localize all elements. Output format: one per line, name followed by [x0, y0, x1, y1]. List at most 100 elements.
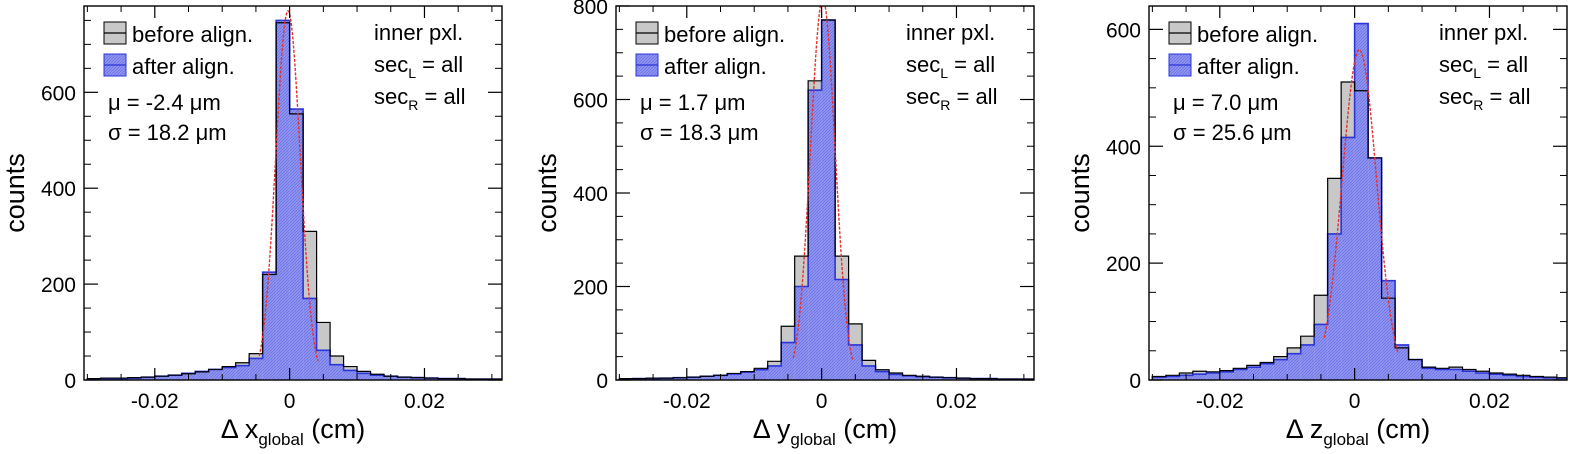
- x-tick-label: -0.02: [131, 390, 179, 413]
- bar-after: [700, 376, 714, 380]
- x-axis-label-unit: (cm): [304, 414, 365, 444]
- stat-mu: μ = -2.4 μm: [108, 90, 221, 115]
- bar-after: [1246, 367, 1261, 380]
- info-sec-right: secR = all: [1439, 84, 1530, 113]
- stat-sigma: σ = 18.3 μm: [640, 120, 759, 145]
- x-axis-label-main: Δ x: [221, 414, 259, 444]
- legend-label-after: after align.: [664, 54, 767, 79]
- plot-frame: [1148, 5, 1568, 381]
- x-tick-label: 0.02: [1469, 390, 1510, 413]
- y-tick-label: 600: [573, 90, 608, 113]
- info-sec-left: secL = all: [1439, 52, 1528, 81]
- x-axis-label-sub: global: [790, 430, 835, 449]
- info-sec-right-rest: = all: [950, 84, 997, 109]
- bar-after: [1381, 280, 1396, 380]
- x-axis-label: Δ zglobal (cm): [1286, 414, 1430, 449]
- info-sec-left-sub: L: [940, 65, 948, 81]
- bar-after: [942, 377, 957, 380]
- bar-after: [154, 376, 169, 380]
- bar-after: [808, 90, 822, 380]
- info-detector: inner pxl.: [906, 20, 995, 45]
- bar-after: [370, 375, 385, 380]
- bar-after: [262, 272, 277, 380]
- info-sec-right-rest: = all: [418, 84, 465, 109]
- plot-frame: [83, 5, 503, 381]
- legend-label-before: before align.: [1197, 22, 1318, 47]
- legend: before align. after align.: [635, 21, 785, 79]
- bar-after: [754, 369, 768, 380]
- stat-sigma: σ = 18.2 μm: [108, 120, 227, 145]
- bar-after: [289, 109, 304, 380]
- y-tick-label: 400: [41, 178, 76, 201]
- bar-after: [821, 20, 836, 380]
- info-sec-left-sub: L: [1473, 65, 1481, 81]
- x-tick-label: 0: [1349, 390, 1361, 413]
- bar-after: [727, 373, 741, 380]
- bar-after: [1165, 376, 1180, 380]
- bar-after: [208, 369, 223, 380]
- y-tick-label: 0: [1129, 370, 1141, 393]
- bar-after: [835, 279, 849, 380]
- y-tick-label: 600: [1106, 19, 1141, 42]
- bar-after: [889, 374, 903, 380]
- y-axis-label: counts: [0, 153, 30, 233]
- legend: before align. after align.: [103, 21, 253, 79]
- bar-after: [1354, 23, 1369, 380]
- bar-after: [1543, 377, 1557, 380]
- legend: before align. after align.: [1168, 21, 1318, 79]
- y-tick-label: 400: [1106, 136, 1141, 159]
- info-sec-right-sub: R: [1473, 97, 1483, 113]
- bar-after: [127, 378, 142, 380]
- bar-after: [1435, 369, 1450, 380]
- bar-after: [1192, 374, 1207, 380]
- x-axis-label-sub: global: [258, 430, 303, 449]
- bar-after: [276, 20, 290, 380]
- bar-after: [1422, 368, 1436, 380]
- bar-after: [424, 378, 438, 380]
- info-sec-right-sub: R: [940, 97, 950, 113]
- x-axis-label-unit: (cm): [836, 414, 897, 444]
- bar-after: [781, 342, 795, 380]
- bar-after: [1529, 377, 1544, 380]
- stat-sigma: σ = 25.6 μm: [1173, 120, 1292, 145]
- bar-after: [673, 377, 687, 380]
- bar-after: [1341, 137, 1355, 380]
- legend-label-after: after align.: [132, 54, 235, 79]
- bar-after: [1273, 359, 1288, 380]
- bar-after: [1327, 233, 1342, 380]
- bar-after: [316, 350, 331, 380]
- bar-after: [1314, 324, 1328, 380]
- info-detector: inner pxl.: [1439, 20, 1528, 45]
- bar-after: [1260, 363, 1274, 380]
- info-detector: inner pxl.: [374, 20, 463, 45]
- gauss-fit-line: [792, 6, 854, 360]
- legend-label-before: before align.: [132, 22, 253, 47]
- bar-after: [956, 378, 970, 380]
- bar-after: [1152, 377, 1166, 380]
- y-tick-label: 800: [573, 0, 608, 19]
- info-sec-left: secL = all: [906, 52, 995, 81]
- bar-after: [1206, 372, 1220, 380]
- gauss-fit-line: [1323, 49, 1399, 353]
- bar-after: [343, 370, 358, 380]
- info-sec-right-rest: = all: [1483, 84, 1530, 109]
- info-sec-left: secL = all: [374, 52, 463, 81]
- x-axis-label: Δ yglobal (cm): [753, 414, 897, 449]
- bar-after: [195, 371, 209, 380]
- bar-after: [1556, 378, 1567, 380]
- x-axis-label-main: Δ y: [753, 414, 791, 444]
- bar-after: [410, 377, 425, 380]
- info-sec-left-sub: L: [408, 65, 416, 81]
- x-axis-label: Δ xglobal (cm): [221, 414, 365, 449]
- y-tick-label: 200: [41, 274, 76, 297]
- info-sec-right: secR = all: [374, 84, 465, 113]
- x-axis-label-sub: global: [1323, 430, 1368, 449]
- bar-after: [740, 372, 755, 380]
- info-sec-right-base: sec: [906, 84, 940, 109]
- bar-after: [1489, 374, 1503, 380]
- x-tick-label: 0: [816, 390, 828, 413]
- plot-area: [1151, 22, 1567, 380]
- info-sec-left-base: sec: [1439, 52, 1473, 77]
- bar-after: [1287, 353, 1301, 380]
